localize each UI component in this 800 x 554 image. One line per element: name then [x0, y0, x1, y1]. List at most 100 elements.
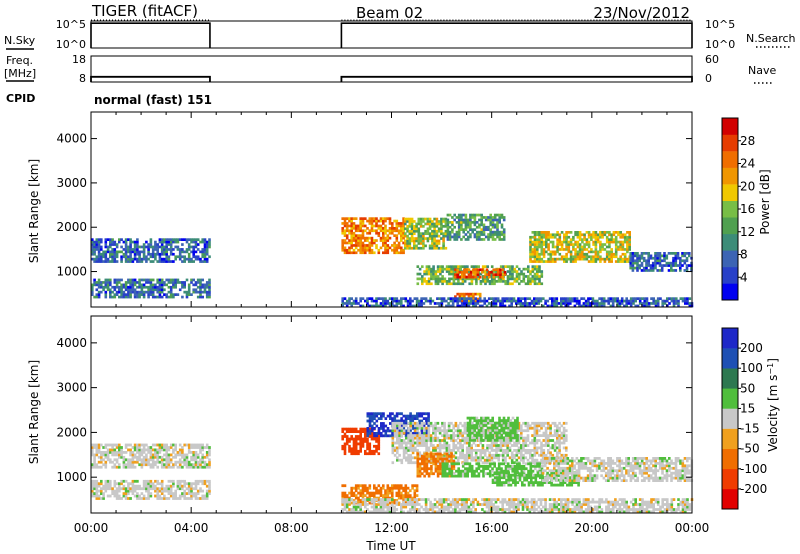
velocity-echo-cell: [470, 446, 473, 450]
velocity-echo-cell: [364, 494, 367, 497]
power-echo-cell: [345, 248, 349, 252]
velocity-echo-cell: [389, 414, 392, 418]
power-echo-cell: [448, 233, 452, 236]
velocity-echo-cell: [196, 482, 200, 486]
velocity-echo-cell: [393, 486, 396, 490]
velocity-echo-cell: [492, 436, 496, 440]
velocity-echo-cell: [427, 467, 431, 471]
power-echo-cell: [484, 270, 487, 273]
power-echo-cell: [102, 250, 105, 254]
velocity-echo-cell: [133, 489, 137, 493]
power-echo-cell: [633, 261, 637, 265]
power-echo-cell: [436, 282, 440, 286]
power-echo-cell: [428, 222, 432, 226]
power-echo-cell: [181, 285, 184, 289]
velocity-echo-cell: [415, 494, 419, 497]
velocity-echo-cell: [151, 460, 155, 464]
power-echo-cell: [603, 231, 607, 234]
power-echo-cell: [359, 224, 362, 228]
velocity-echo-cell: [145, 463, 148, 467]
power-echo-cell: [536, 250, 539, 254]
power-echo-cell: [647, 259, 650, 263]
velocity-echo-cell: [196, 465, 200, 469]
velocity-echo-cell: [199, 489, 202, 493]
power-echo-cell: [395, 304, 399, 308]
velocity-echo-cell: [405, 449, 408, 452]
velocity-echo-cell: [196, 463, 200, 467]
power-echo-cell: [167, 285, 171, 289]
velocity-echo-cell: [533, 446, 537, 450]
velocity-echo-cell: [418, 439, 422, 442]
power-echo-cell: [422, 246, 425, 250]
power-echo-cell: [536, 243, 539, 246]
power-echo-cell: [395, 297, 399, 300]
power-echo-cell: [154, 240, 157, 244]
velocity-echo-cell: [418, 451, 422, 455]
power-echo-cell: [605, 299, 608, 303]
power-echo-cell: [542, 304, 545, 308]
velocity-echo-cell: [461, 446, 464, 450]
power-echo-cell: [502, 218, 506, 222]
velocity-echo-cell: [109, 451, 112, 454]
power-echo-cell: [391, 222, 394, 225]
power-echo-cell: [354, 236, 358, 240]
velocity-echo-cell: [459, 441, 462, 445]
velocity-echo-cell: [400, 446, 404, 450]
velocity-echo-cell: [185, 460, 189, 464]
power-echo-cell: [656, 261, 659, 265]
velocity-echo-cell: [432, 446, 435, 450]
power-echo-cell: [93, 281, 96, 284]
power-echo-cell: [97, 245, 101, 249]
power-echo-cell: [440, 229, 443, 233]
power-echo-cell: [585, 252, 589, 256]
power-echo-cell: [384, 227, 387, 230]
power-echo-cell: [587, 243, 591, 246]
power-echo-cell: [357, 241, 360, 245]
velocity-echo-cell: [205, 453, 209, 457]
power-echo-cell: [463, 295, 466, 298]
power-echo-cell: [183, 257, 186, 261]
power-echo-cell: [368, 244, 372, 247]
power-echo-cell: [348, 231, 351, 235]
power-echo-cell: [518, 267, 521, 271]
power-echo-cell: [480, 218, 483, 222]
power-echo-cell: [203, 285, 207, 289]
velocity-echo-cell: [348, 430, 351, 433]
velocity-echo-cell: [454, 456, 458, 460]
velocity-echo-cell: [393, 424, 397, 428]
power-echo-cell: [457, 225, 461, 229]
velocity-echo-cell: [151, 455, 155, 459]
power-echo-cell: [667, 252, 671, 255]
velocity-echo-cell: [450, 421, 453, 425]
velocity-echo-cell: [192, 487, 195, 491]
velocity-echo-cell: [520, 436, 523, 440]
velocity-echo-cell: [181, 484, 184, 488]
power-echo-cell: [97, 248, 101, 251]
velocity-echo-cell: [343, 484, 347, 488]
velocity-echo-cell: [393, 484, 396, 488]
velocity-echo-cell: [562, 436, 566, 440]
power-echo-cell: [201, 250, 204, 254]
power-echo-cell: [174, 240, 177, 244]
velocity-echo-cell: [352, 494, 356, 497]
velocity-echo-cell: [445, 441, 449, 445]
velocity-echo-cell: [517, 449, 521, 452]
velocity-echo-cell: [163, 453, 166, 457]
velocity-echo-cell: [533, 426, 537, 430]
power-echo-cell: [484, 282, 487, 286]
velocity-echo-cell: [565, 453, 568, 457]
velocity-echo-cell: [520, 453, 523, 457]
velocity-echo-cell: [104, 489, 108, 493]
velocity-echo-cell: [174, 489, 177, 493]
velocity-echo-cell: [398, 431, 401, 435]
velocity-echo-cell: [357, 452, 360, 456]
power-echo-cell: [410, 225, 414, 228]
power-echo-cell: [160, 290, 164, 294]
velocity-echo-cell: [441, 429, 444, 433]
velocity-echo-cell: [124, 465, 128, 469]
power-echo-cell: [430, 277, 433, 281]
power-echo-cell: [454, 282, 458, 286]
velocity-echo-cell: [391, 446, 395, 450]
power-echo-cell: [194, 250, 198, 254]
power-echo-cell: [492, 268, 495, 272]
